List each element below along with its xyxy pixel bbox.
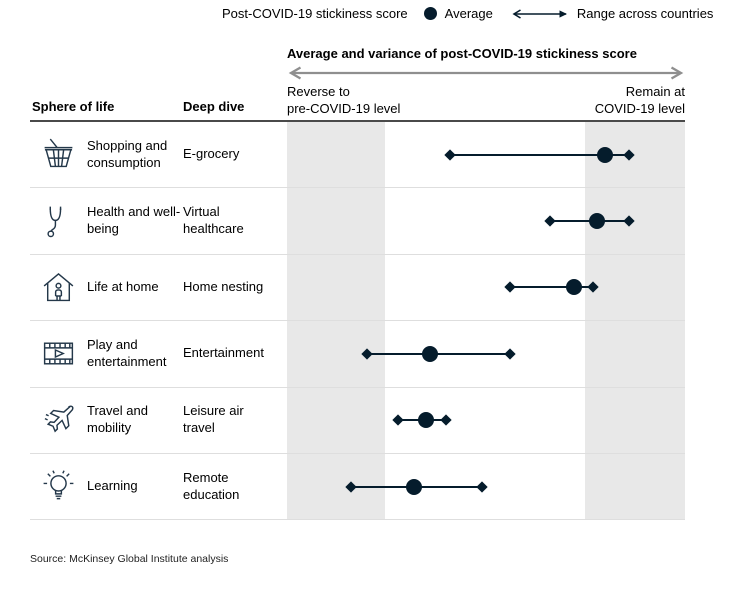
legend-title: Post-COVID-19 stickiness score [222, 6, 408, 21]
chart-cell [287, 321, 685, 386]
axis-right-label: Remain at COVID-19 level [594, 84, 685, 117]
range-min-marker [544, 215, 556, 227]
table-row: Play and entertainment Entertainment [30, 321, 685, 388]
chart-cell [287, 122, 685, 187]
deep-dive-label: Virtual healthcare [183, 204, 244, 237]
shopping-basket-icon [44, 138, 73, 168]
range-max-marker [504, 348, 516, 360]
range-max-marker [623, 149, 635, 161]
range-max-marker [587, 281, 600, 294]
range-max-marker [440, 414, 452, 426]
range-min-marker [392, 414, 405, 426]
stethoscope-icon [47, 206, 62, 237]
table-body: Shopping and consumption E-grocery Healt… [30, 120, 685, 521]
legend: Post-COVID-19 stickiness score Average R… [222, 6, 713, 21]
sphere-label: Health and well-being [87, 204, 181, 237]
axis-labels: Reverse to pre-COVID-19 level Remain at … [287, 83, 685, 117]
range-min-marker [345, 480, 357, 493]
table-row: Shopping and consumption E-grocery [30, 122, 685, 189]
shopping-basket-icon [30, 136, 87, 173]
average-dot [422, 345, 439, 362]
sphere-label: Travel and mobility [87, 403, 148, 436]
sphere-label: Life at home [87, 279, 159, 295]
shaded-band [287, 122, 386, 521]
airplane-icon [30, 402, 87, 439]
chart-cell [287, 388, 685, 453]
range-line [366, 352, 510, 355]
table-row: Learning Remote education [30, 454, 685, 521]
axis-double-arrow-icon [288, 66, 684, 80]
sphere-label: Shopping and consumption [87, 137, 168, 170]
range-arrow-icon [512, 8, 567, 19]
chart-cell [287, 454, 685, 519]
deep-dive-label: Home nesting [183, 279, 264, 295]
range-min-marker [504, 281, 516, 294]
lightbulb-icon [30, 468, 87, 505]
range-line [450, 153, 630, 156]
table-row: Travel and mobility Leisure air travel [30, 388, 685, 454]
sticky-score-table: Sphere of life Deep dive Shopping and co… [30, 94, 685, 521]
range-line [509, 286, 594, 289]
source-note: Source: McKinsey Global Institute analys… [30, 553, 229, 565]
table-row: Health and well-being Virtual healthcare [30, 188, 685, 255]
shaded-bands [287, 122, 685, 521]
film-play-icon [43, 342, 74, 365]
average-dot [589, 213, 606, 230]
range-max-marker [623, 215, 635, 227]
sphere-label: Play and entertainment [87, 336, 167, 369]
deep-dive-label: E-grocery [183, 146, 240, 162]
sphere-label: Learning [87, 478, 138, 494]
table-row: Life at home Home nesting [30, 255, 685, 322]
deep-dive-label: Entertainment [183, 345, 264, 361]
chart-header: Average and variance of post-COVID-19 st… [287, 46, 685, 117]
shaded-band [584, 122, 685, 521]
legend-range-label: Range across countries [576, 6, 714, 21]
chart-title: Average and variance of post-COVID-19 st… [287, 46, 637, 61]
airplane-icon [44, 405, 74, 433]
stethoscope-icon [30, 203, 87, 240]
column-header-sphere: Sphere of life [32, 99, 115, 114]
range-max-marker [476, 480, 488, 493]
average-dot [418, 412, 435, 429]
legend-average-label: Average [444, 6, 493, 21]
average-dot [406, 478, 423, 495]
deep-dive-label: Remote education [183, 469, 240, 502]
axis-left-label: Reverse to pre-COVID-19 level [287, 84, 401, 117]
average-dot [597, 146, 614, 163]
average-dot [565, 279, 582, 296]
range-min-marker [444, 149, 456, 161]
lightbulb-icon [43, 470, 74, 500]
chart-cell [287, 255, 685, 320]
film-play-icon [30, 335, 87, 372]
column-headers: Sphere of life Deep dive [30, 94, 685, 120]
house-person-icon [43, 272, 74, 302]
range-min-marker [360, 348, 373, 360]
average-dot-icon [423, 7, 437, 20]
house-person-icon [30, 269, 87, 306]
chart-cell [287, 188, 685, 253]
deep-dive-label: Leisure air travel [183, 403, 244, 436]
column-header-deep-dive: Deep dive [183, 99, 245, 114]
